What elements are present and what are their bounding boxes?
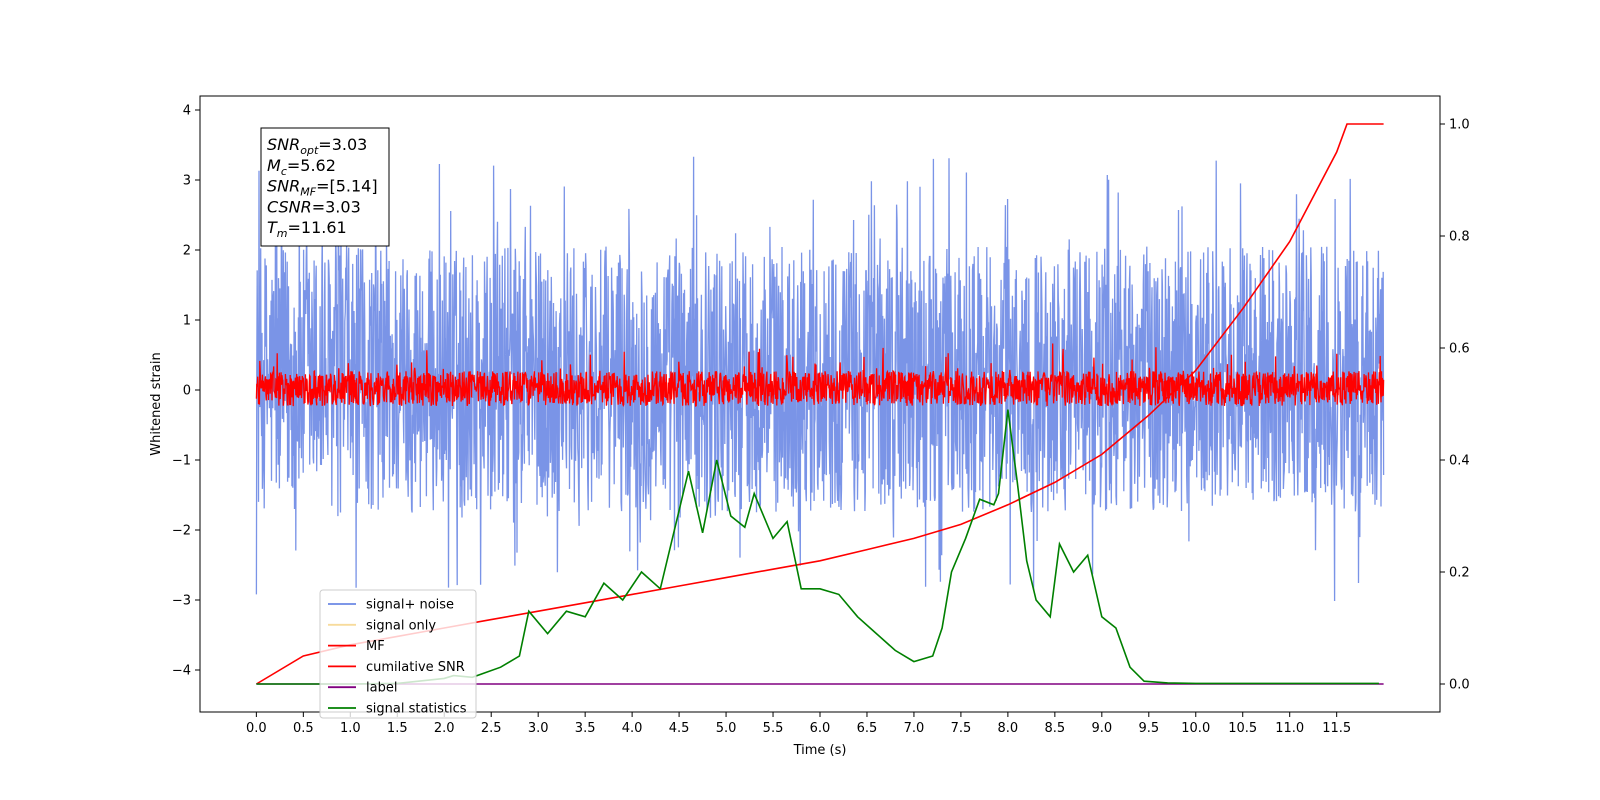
annotation-subscript: opt	[300, 144, 319, 157]
x-tick-label: 11.0	[1275, 721, 1304, 736]
annotation-value: =11.61	[288, 218, 347, 237]
annotation-subscript: m	[277, 227, 288, 240]
annotation-symbol: SNR	[267, 177, 300, 196]
annotation-value: =3.03	[318, 135, 367, 154]
y-axis-label: Whitened strain	[149, 352, 164, 455]
annotation-line: Tm=11.61	[267, 218, 347, 240]
x-tick-label: 7.0	[904, 721, 925, 736]
x-tick-label: 2.0	[434, 721, 455, 736]
y-left-tick-label: 3	[183, 174, 191, 189]
x-tick-label: 5.5	[763, 721, 784, 736]
legend-entry-label: label	[366, 681, 397, 696]
y-left-tick-label: 0	[183, 384, 191, 399]
annotation-value: =[5.14]	[316, 177, 378, 196]
y-axis-left-ticks: 4 3 2 1 0 −1 −2 −3 −4	[172, 104, 200, 679]
y-right-tick-label: 0.6	[1449, 342, 1470, 357]
x-tick-label: 9.5	[1138, 721, 1159, 736]
legend-entry-label: cumilative SNR	[366, 660, 465, 675]
x-tick-label: 6.5	[857, 721, 878, 736]
x-tick-label: 8.5	[1045, 721, 1066, 736]
annotation-line: SNRopt=3.03	[267, 135, 367, 157]
annotation-box: SNRopt=3.03Mc=5.62SNRMF=[5.14]CSNR=3.03T…	[260, 127, 390, 247]
x-tick-label: 8.0	[998, 721, 1019, 736]
legend-frame	[319, 589, 477, 719]
legend-entry-label: signal statistics	[366, 702, 467, 717]
x-tick-label: 0.0	[246, 721, 267, 736]
y-left-tick-label: −2	[172, 524, 191, 539]
y-left-tick-label: 2	[183, 244, 191, 259]
x-tick-label: 3.0	[528, 721, 549, 736]
y-left-tick-label: 1	[183, 314, 191, 329]
x-tick-label: 11.5	[1322, 721, 1351, 736]
legend-entry-label: MF	[366, 639, 385, 654]
y-axis-right-ticks: 1.0 0.8 0.6 0.4 0.2 0.0	[1440, 118, 1470, 693]
annotation-value: =3.03	[312, 197, 361, 216]
annotation-line: CSNR=3.03	[267, 197, 361, 216]
x-tick-label: 10.5	[1228, 721, 1257, 736]
y-left-tick-label: −1	[172, 454, 191, 469]
y-right-tick-label: 0.0	[1449, 678, 1470, 693]
legend: signal+ noise signal only MF cumilative SNR…	[319, 589, 477, 719]
x-axis-label: Time (s)	[793, 743, 847, 758]
x-tick-label: 4.0	[622, 721, 643, 736]
x-axis-ticks: 0.0 0.5 1.0 1.5 2.0 2.5 3.0 3.5 4.0 4.5 5.0 5.5 6.0 6…	[246, 712, 1351, 736]
annotation-line: SNRMF=[5.14]	[267, 177, 378, 199]
annotation-symbol: CSNR	[267, 197, 312, 216]
annotation-symbol: M	[267, 156, 281, 175]
x-tick-label: 0.5	[293, 721, 314, 736]
annotation-frame	[260, 127, 390, 247]
series-mf-line	[255, 343, 1385, 407]
annotation-value: =5.62	[287, 156, 336, 175]
x-tick-label: 2.5	[481, 721, 502, 736]
annotation-symbol: T	[267, 218, 278, 237]
y-left-tick-label: −3	[172, 594, 191, 609]
annotation-symbol: SNR	[267, 135, 300, 154]
legend-entry-label: signal only	[366, 618, 436, 633]
x-tick-label: 9.0	[1091, 721, 1112, 736]
y-right-tick-label: 0.4	[1449, 454, 1470, 469]
legend-entry-label: signal+ noise	[366, 598, 454, 613]
y-right-tick-label: 0.8	[1449, 230, 1470, 245]
x-tick-label: 5.0	[716, 721, 737, 736]
x-tick-label: 1.5	[387, 721, 408, 736]
y-left-tick-label: 4	[183, 104, 191, 119]
annotation-subscript: c	[281, 165, 287, 178]
y-left-tick-label: −4	[172, 664, 191, 679]
x-tick-label: 3.5	[575, 721, 596, 736]
x-tick-label: 7.5	[951, 721, 972, 736]
y-right-tick-label: 1.0	[1449, 118, 1470, 133]
x-tick-label: 4.5	[669, 721, 690, 736]
series-signal-statistics-line	[256, 409, 1379, 685]
y-right-tick-label: 0.2	[1449, 566, 1470, 581]
annotation-line: Mc=5.62	[267, 156, 336, 178]
x-tick-label: 6.0	[810, 721, 831, 736]
annotation-subscript: MF	[300, 186, 316, 199]
x-tick-label: 1.0	[340, 721, 361, 736]
x-tick-label: 10.0	[1181, 721, 1210, 736]
